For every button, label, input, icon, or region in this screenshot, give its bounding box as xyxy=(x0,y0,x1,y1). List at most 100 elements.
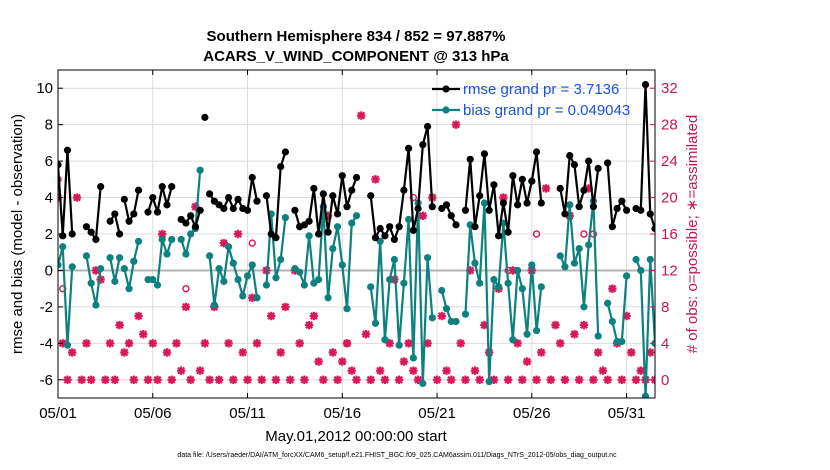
obs-assimilated-marker xyxy=(470,366,480,375)
bias-point xyxy=(177,235,185,244)
obs-assimilated-marker xyxy=(200,339,210,348)
obs-assimilated-marker xyxy=(257,375,266,384)
bias-point xyxy=(182,250,190,258)
obs-assimilated-marker xyxy=(603,375,612,384)
bias-point xyxy=(438,286,446,295)
obs-assimilated-marker xyxy=(366,375,375,384)
bias-line-segment xyxy=(464,201,543,383)
obs-assimilated-marker xyxy=(560,375,570,384)
bias-point xyxy=(224,243,233,251)
x-tick-label: 05/21 xyxy=(418,405,456,422)
rmse-point xyxy=(352,173,361,182)
obs-assimilated-marker xyxy=(338,357,347,366)
obs-possible-marker xyxy=(409,193,418,202)
bias-point xyxy=(480,199,489,207)
chart-title-line2: ACARS_V_WIND_COMPONENT @ 313 hPa xyxy=(203,48,509,65)
rmse-point xyxy=(566,152,574,160)
rmse-point xyxy=(125,217,133,225)
bias-point xyxy=(87,279,95,287)
obs-assimilated-marker xyxy=(205,375,214,384)
bias-point xyxy=(390,255,399,264)
rmse-point xyxy=(499,199,507,207)
obs-assimilated-marker xyxy=(404,339,413,348)
bias-point xyxy=(196,166,204,174)
obs-assimilated-marker xyxy=(589,375,598,384)
rmse-point xyxy=(149,193,157,202)
rmse-point xyxy=(651,224,655,233)
y-right-tick-label: 20 xyxy=(661,190,678,207)
obs-assimilated-marker xyxy=(238,348,247,357)
rmse-point xyxy=(537,199,545,207)
obs-assimilated-marker xyxy=(72,193,82,202)
bias-line-segment xyxy=(58,245,74,347)
obs-assimilated-marker xyxy=(352,375,361,384)
bias-point xyxy=(262,281,271,289)
obs-assimilated-marker xyxy=(309,311,319,321)
rmse-point xyxy=(589,203,598,211)
obs-assimilated-marker xyxy=(224,339,233,348)
obs-assimilated-marker xyxy=(233,229,243,239)
y-right-tick-label: 24 xyxy=(661,153,678,170)
obs-assimilated-marker xyxy=(229,375,238,384)
bias-point xyxy=(314,275,323,284)
obs-assimilated-marker xyxy=(541,184,551,193)
rmse-point xyxy=(371,234,380,242)
rmse-point xyxy=(229,204,237,213)
obs-assimilated-marker xyxy=(409,366,418,375)
bias-point xyxy=(461,310,470,318)
rmse-point xyxy=(381,232,389,240)
obs-assimilated-marker xyxy=(314,357,323,366)
rmse-point xyxy=(206,190,214,198)
rmse-point xyxy=(523,199,531,207)
y-right-tick-label: 28 xyxy=(661,117,678,134)
bias-point xyxy=(523,330,531,338)
rmse-point xyxy=(495,232,503,240)
bias-point xyxy=(243,272,252,280)
bias-point xyxy=(471,259,479,267)
bias-line-segment xyxy=(294,205,358,310)
bias-point xyxy=(63,341,72,349)
bias-point xyxy=(400,279,408,287)
obs-assimilated-marker xyxy=(503,375,513,384)
grid xyxy=(57,70,655,398)
y-tick-label: -6 xyxy=(40,372,53,389)
rmse-line-segment xyxy=(85,186,102,241)
rmse-point xyxy=(476,192,484,200)
rmse-point xyxy=(395,223,403,231)
y-right-tick-label: 0 xyxy=(661,372,669,389)
bias-point xyxy=(352,212,361,220)
rmse-point xyxy=(428,203,436,211)
rmse-point xyxy=(390,235,399,244)
bias-point xyxy=(215,265,223,273)
bias-point xyxy=(338,261,346,269)
obs-assimilated-marker xyxy=(134,311,143,321)
bias-point xyxy=(329,244,337,253)
rmse-point xyxy=(111,210,119,218)
legend-bias-text: bias grand pr = 0.049043 xyxy=(463,102,630,119)
obs-assimilated-marker xyxy=(537,348,546,357)
obs-possible-marker xyxy=(58,175,62,184)
y-tick-label: 8 xyxy=(45,117,53,134)
rmse-point xyxy=(461,206,470,214)
obs-assimilated-marker xyxy=(627,348,636,357)
rmse-point xyxy=(518,175,526,183)
rmse-point xyxy=(608,223,616,231)
bias-line-segment xyxy=(635,258,655,398)
bias-point xyxy=(632,255,640,264)
rmse-point xyxy=(120,195,128,203)
obs-assimilated-marker xyxy=(162,348,172,357)
rmse-point xyxy=(423,122,432,131)
bias-point xyxy=(296,268,304,276)
rmse-point xyxy=(338,172,346,180)
rmse-point xyxy=(622,206,631,214)
rmse-point xyxy=(187,212,195,220)
rmse-point xyxy=(168,183,176,191)
x-axis-label: May.01,2012 00:00:00 start xyxy=(265,428,447,445)
rmse-point xyxy=(191,223,200,231)
obs-assimilated-marker xyxy=(475,375,484,384)
bias-point xyxy=(423,254,432,262)
rmse-point xyxy=(158,183,166,191)
obs-assimilated-marker xyxy=(139,330,148,339)
obs-assimilated-marker xyxy=(148,339,157,348)
obs-assimilated-marker xyxy=(617,375,627,384)
